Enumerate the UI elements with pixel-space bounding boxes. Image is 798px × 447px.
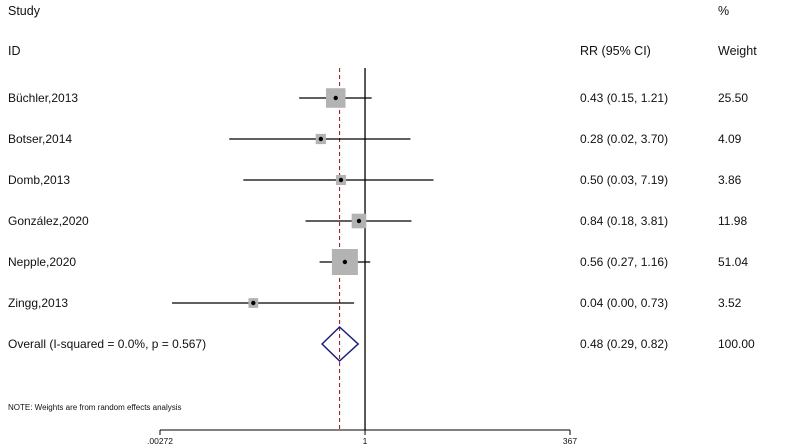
- footnote: NOTE: Weights are from random effects an…: [8, 403, 182, 412]
- weight-header: Weight: [718, 44, 757, 58]
- study-name: Zingg,2013: [8, 296, 69, 310]
- study-point-estimate: [338, 177, 344, 183]
- study-point-estimate: [251, 300, 256, 306]
- effect-header: RR (95% CI): [580, 44, 651, 58]
- study-weight: 51.04: [718, 255, 749, 269]
- study-rr-ci: 0.56 (0.27, 1.16): [580, 255, 669, 269]
- study-weight: 3.86: [718, 173, 742, 187]
- study-rr-ci: 0.28 (0.02, 3.70): [580, 132, 669, 146]
- study-weight: 3.52: [718, 296, 742, 310]
- study-point-estimate: [356, 218, 362, 224]
- overall-weight: 100.00: [718, 337, 755, 351]
- study-rr-ci: 0.04 (0.00, 0.73): [580, 296, 669, 310]
- study-rr-ci: 0.43 (0.15, 1.21): [580, 91, 669, 105]
- study-point-estimate: [333, 95, 338, 101]
- study-point-estimate: [318, 136, 324, 142]
- x-tick-label: 367: [562, 436, 578, 446]
- study-rr-ci: 0.50 (0.03, 7.19): [580, 173, 669, 187]
- study-weight: 11.98: [718, 214, 748, 228]
- study-weight: 4.09: [718, 132, 742, 146]
- study-rr-ci: 0.84 (0.18, 3.81): [580, 214, 669, 228]
- study-name: Domb,2013: [8, 173, 71, 187]
- study-point-estimate: [342, 259, 348, 265]
- study-name: Büchler,2013: [8, 91, 79, 105]
- study-name: Botser,2014: [8, 132, 73, 146]
- study-name: González,2020: [8, 214, 89, 228]
- x-tick-label: 1: [362, 436, 368, 446]
- study-weight: 25.50: [718, 91, 749, 105]
- study-id-header: ID: [8, 44, 21, 58]
- x-tick-label: .00272: [147, 436, 173, 446]
- overall-rr-ci: 0.48 (0.29, 0.82): [580, 337, 669, 351]
- study-header: Study: [8, 4, 40, 18]
- weight-percent-header: %: [718, 4, 730, 18]
- overall-diamond: [320, 325, 360, 363]
- study-name: Nepple,2020: [8, 255, 77, 269]
- overall-label: Overall (I-squared = 0.0%, p = 0.567): [8, 337, 207, 351]
